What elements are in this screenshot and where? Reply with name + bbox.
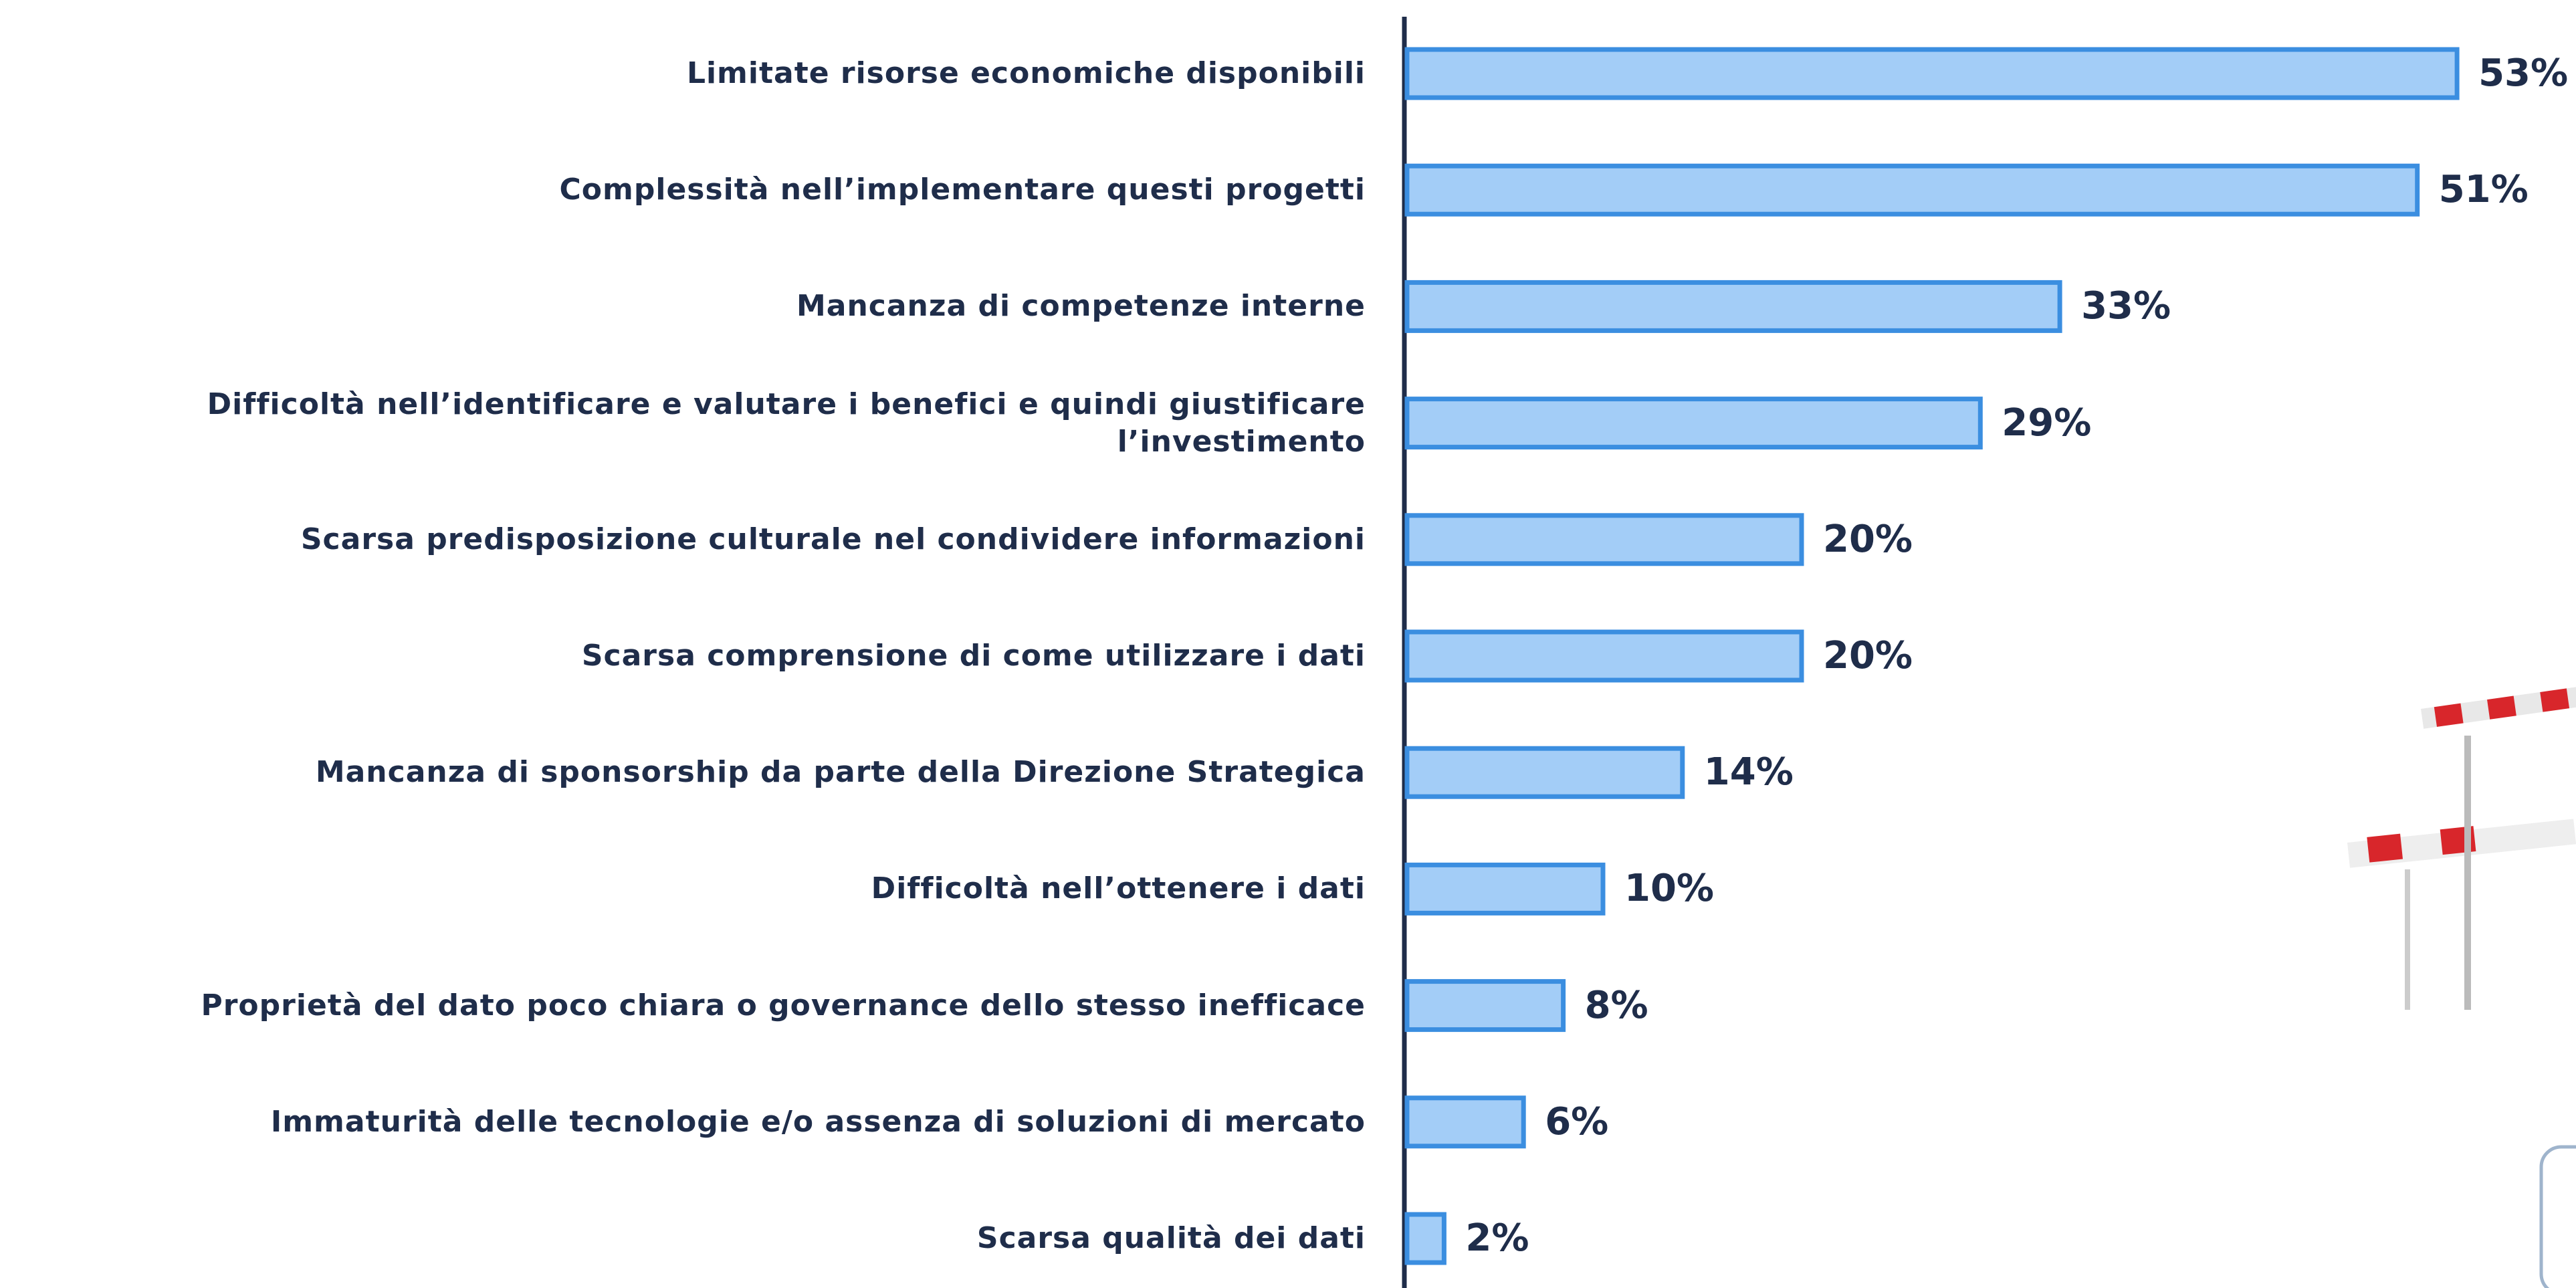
- category-label: Mancanza di sponsorship da parte della D…: [315, 755, 1366, 790]
- category-label: Limitate risorse economiche disponibili: [686, 56, 1366, 90]
- value-label: 20%: [1823, 517, 1913, 561]
- value-label: 10%: [1624, 867, 1715, 911]
- bar: [1404, 280, 2062, 333]
- category-label: Scarsa predisposizione culturale nel con…: [300, 522, 1366, 556]
- bar: [1404, 1095, 1526, 1149]
- value-label: 53%: [2478, 51, 2569, 95]
- bar: [1404, 979, 1566, 1033]
- category-label: Proprietà del dato poco chiara o governa…: [201, 988, 1366, 1023]
- bar: [1404, 629, 1804, 683]
- value-label: 14%: [1703, 750, 1794, 794]
- category-label: Complessità nell’implementare questi pro…: [559, 173, 1366, 207]
- category-label: Mancanza di competenze interne: [796, 289, 1366, 324]
- category-label: Difficoltà nell’ottenere i dati: [871, 871, 1366, 906]
- bar: [1404, 513, 1804, 566]
- bar: [1404, 47, 2460, 100]
- bar: [1404, 397, 1983, 450]
- value-label: 20%: [1823, 634, 1913, 677]
- bar: [1404, 746, 1685, 799]
- category-label: Immaturità delle tecnologie e/o assenza …: [270, 1104, 1366, 1139]
- value-label: 8%: [1584, 983, 1648, 1027]
- value-label: 6%: [1545, 1099, 1609, 1144]
- value-label: 51%: [2438, 168, 2529, 212]
- value-label: 2%: [1465, 1216, 1529, 1260]
- category-label: Scarsa comprensione di come utilizzare i…: [581, 639, 1366, 673]
- category-label: Scarsa qualità dei dati: [976, 1221, 1366, 1255]
- category-label: Difficoltà nell’identificare e valutare …: [207, 387, 1366, 459]
- value-label: 29%: [2002, 401, 2092, 445]
- decorative-hurdle: [2347, 681, 2576, 1288]
- value-label: 33%: [2081, 284, 2171, 328]
- bar: [1404, 163, 2420, 217]
- bar: [1404, 1212, 1446, 1265]
- bar: [1404, 862, 1606, 916]
